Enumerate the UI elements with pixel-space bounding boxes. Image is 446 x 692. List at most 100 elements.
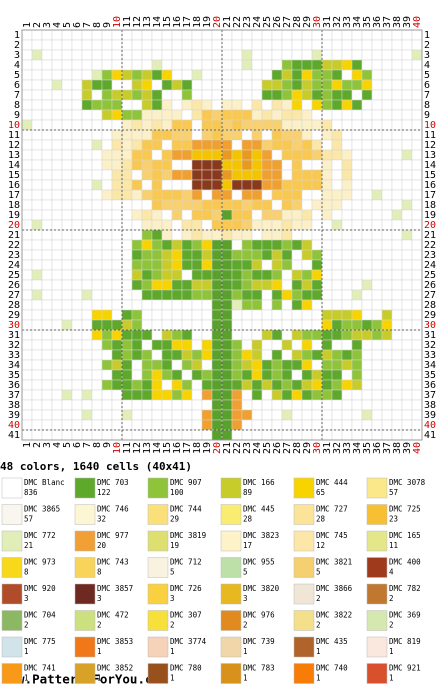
stitch-cell bbox=[251, 139, 263, 151]
stitch-cell bbox=[121, 289, 133, 301]
stitch-cell bbox=[311, 409, 323, 421]
stitch-cell bbox=[31, 349, 43, 361]
stitch-cell bbox=[51, 39, 63, 51]
stitch-cell bbox=[41, 399, 53, 411]
stitch-cell bbox=[331, 419, 343, 431]
stitch-cell bbox=[101, 59, 113, 71]
stitch-cell bbox=[171, 189, 183, 201]
stitch-cell bbox=[341, 59, 353, 71]
stitch-cell bbox=[211, 409, 223, 421]
stitch-cell bbox=[91, 209, 103, 221]
stitch-cell bbox=[21, 359, 33, 371]
stitch-cell bbox=[221, 139, 233, 151]
stitch-cell bbox=[391, 289, 403, 301]
stitch-cell bbox=[291, 269, 303, 281]
stitch-cell bbox=[321, 339, 333, 351]
column-number: 9 bbox=[102, 442, 113, 448]
stitch-cell bbox=[281, 159, 293, 171]
stitch-cell bbox=[151, 409, 163, 421]
legend-swatch bbox=[74, 504, 96, 525]
stitch-cell bbox=[81, 349, 93, 361]
stitch-cell bbox=[351, 279, 363, 291]
stitch-cell bbox=[81, 269, 93, 281]
stitch-cell bbox=[91, 429, 103, 441]
stitch-cell bbox=[201, 119, 213, 131]
stitch-cell bbox=[371, 259, 383, 271]
stitch-cell bbox=[181, 419, 193, 431]
stitch-cell bbox=[371, 319, 383, 331]
stitch-cell bbox=[381, 149, 393, 161]
stitch-cell bbox=[121, 389, 133, 401]
column-number: 37 bbox=[382, 442, 393, 454]
row-number: 14 bbox=[424, 160, 436, 171]
stitch-cell bbox=[341, 89, 353, 101]
stitch-cell bbox=[51, 349, 63, 361]
stitch-cell bbox=[31, 199, 43, 211]
legend-name: DMC 3819 bbox=[170, 531, 206, 540]
stitch-cell bbox=[241, 209, 253, 221]
stitch-cell bbox=[81, 99, 93, 111]
row-number: 33 bbox=[8, 350, 20, 361]
stitch-cell bbox=[271, 289, 283, 301]
stitch-cell bbox=[101, 189, 113, 201]
stitch-cell bbox=[71, 129, 83, 141]
stitch-cell bbox=[21, 329, 33, 341]
column-number: 16 bbox=[172, 442, 183, 454]
stitch-cell bbox=[331, 249, 343, 261]
column-number: 2 bbox=[32, 22, 43, 28]
stitch-cell bbox=[411, 89, 423, 101]
stitch-cell bbox=[361, 69, 373, 81]
stitch-cell bbox=[111, 149, 123, 161]
stitch-cell bbox=[391, 339, 403, 351]
stitch-cell bbox=[311, 289, 323, 301]
stitch-cell bbox=[131, 109, 143, 121]
stitch-cell bbox=[21, 289, 33, 301]
stitch-cell bbox=[91, 259, 103, 271]
legend-swatch bbox=[1, 610, 23, 631]
stitch-cell bbox=[381, 339, 393, 351]
stitch-cell bbox=[61, 299, 73, 311]
stitch-cell bbox=[391, 179, 403, 191]
legend-swatch bbox=[293, 530, 315, 552]
stitch-cell bbox=[361, 229, 373, 241]
stitch-cell bbox=[91, 79, 103, 91]
stitch-cell bbox=[161, 69, 173, 81]
stitch-cell bbox=[111, 59, 123, 71]
stitch-cell bbox=[121, 159, 133, 171]
stitch-cell bbox=[211, 179, 223, 191]
stitch-cell bbox=[131, 329, 143, 341]
stitch-cell bbox=[21, 29, 33, 41]
stitch-cell bbox=[201, 79, 213, 91]
stitch-cell bbox=[151, 289, 163, 301]
stitch-cell bbox=[211, 249, 223, 261]
stitch-cell bbox=[131, 119, 143, 131]
stitch-cell bbox=[381, 89, 393, 101]
stitch-cell bbox=[281, 69, 293, 81]
stitch-cell bbox=[321, 269, 333, 281]
stitch-cell bbox=[391, 279, 403, 291]
stitch-cell bbox=[41, 299, 53, 311]
column-number: 30 bbox=[312, 442, 323, 454]
stitch-cell bbox=[111, 159, 123, 171]
stitch-cell bbox=[131, 39, 143, 51]
stitch-cell bbox=[321, 349, 333, 361]
stitch-cell bbox=[261, 329, 273, 341]
stitch-cell bbox=[51, 249, 63, 261]
stitch-cell bbox=[351, 219, 363, 231]
stitch-cell bbox=[51, 89, 63, 101]
stitch-cell bbox=[411, 159, 423, 171]
stitch-cell bbox=[201, 349, 213, 361]
stitch-cell bbox=[121, 239, 133, 251]
stitch-cell bbox=[71, 49, 83, 61]
stitch-cell bbox=[241, 249, 253, 261]
stitch-cell bbox=[71, 189, 83, 201]
row-number: 11 bbox=[424, 130, 436, 141]
stitch-cell bbox=[201, 199, 213, 211]
stitch-cell bbox=[411, 229, 423, 241]
stitch-cell bbox=[371, 189, 383, 201]
legend-name: DMC 166 bbox=[243, 478, 275, 487]
stitch-cell bbox=[241, 139, 253, 151]
stitch-cell bbox=[301, 299, 313, 311]
stitch-cell bbox=[291, 389, 303, 401]
stitch-cell bbox=[181, 149, 193, 161]
